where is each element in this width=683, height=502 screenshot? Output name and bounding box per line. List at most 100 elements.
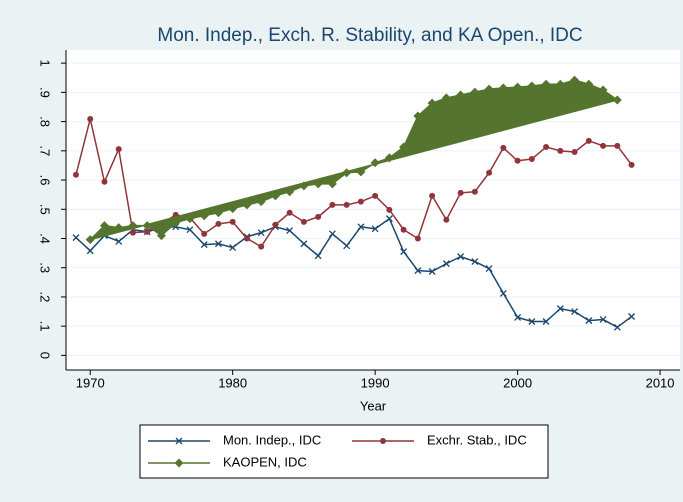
point [215, 220, 222, 227]
x-tick-label: 1970 [76, 375, 105, 390]
point [214, 240, 222, 248]
point [114, 223, 124, 233]
point [72, 234, 80, 242]
point [613, 323, 621, 331]
point [471, 188, 478, 195]
point [386, 206, 393, 213]
point [258, 243, 265, 250]
point [186, 226, 194, 234]
point [357, 223, 365, 231]
legend-label: Mon. Indep., IDC [223, 432, 321, 447]
point [543, 144, 550, 151]
point [612, 95, 622, 105]
point [315, 213, 322, 220]
point [429, 192, 436, 199]
point [585, 317, 593, 325]
chart-title: Mon. Indep., Exch. R. Stability, and KA … [157, 25, 582, 46]
point [228, 204, 238, 214]
x-axis-label: Year [360, 398, 387, 413]
point [329, 201, 336, 208]
point [413, 111, 423, 121]
x-tick-label: 1980 [218, 375, 247, 390]
point [200, 241, 208, 249]
y-tick-label: .4 [38, 233, 53, 244]
point [500, 144, 507, 151]
point [313, 179, 323, 189]
point [243, 235, 250, 242]
point [470, 87, 480, 97]
x-tick-label: 1990 [361, 375, 390, 390]
point [584, 79, 594, 89]
point [356, 167, 366, 177]
point [357, 198, 364, 205]
point [399, 142, 409, 152]
point [270, 191, 280, 201]
legend-label: Exchr. Stab., IDC [427, 432, 527, 447]
point [286, 227, 294, 235]
point [142, 221, 152, 231]
point [542, 318, 550, 325]
point [457, 189, 464, 196]
point [598, 85, 608, 95]
point [101, 178, 108, 185]
point [528, 318, 536, 325]
point [528, 156, 535, 163]
point [614, 142, 621, 149]
point [442, 260, 450, 268]
point [457, 253, 465, 261]
point [570, 75, 580, 85]
point [286, 209, 293, 216]
point [571, 148, 578, 155]
point [384, 153, 394, 163]
point [414, 267, 422, 275]
point [300, 218, 307, 225]
point [541, 79, 551, 89]
point [370, 158, 380, 168]
legend-marker [174, 458, 184, 468]
y-tick-label: .7 [38, 145, 53, 156]
point [514, 157, 521, 164]
point [115, 146, 122, 153]
point [342, 168, 352, 178]
point [486, 169, 493, 176]
point [285, 187, 295, 197]
point [600, 142, 607, 149]
point [185, 214, 195, 224]
point [156, 231, 166, 241]
x-tick-label: 2000 [503, 375, 532, 390]
point [485, 265, 493, 273]
point [272, 221, 279, 228]
point [599, 315, 607, 323]
point [87, 115, 94, 122]
point [414, 235, 421, 242]
point [628, 313, 636, 320]
y-tick-label: .8 [38, 116, 53, 127]
point [314, 252, 322, 260]
point [585, 137, 592, 144]
point [229, 244, 237, 252]
point [256, 197, 266, 207]
point [229, 218, 236, 225]
y-tick-label: .2 [38, 292, 53, 303]
point [372, 192, 379, 199]
point [400, 248, 408, 256]
y-tick-label: 1 [38, 60, 53, 67]
point [456, 90, 466, 100]
point [201, 230, 208, 237]
legend-box [139, 424, 549, 479]
point [213, 208, 223, 218]
y-tick-label: .6 [38, 175, 53, 186]
point [299, 181, 309, 191]
point [527, 81, 537, 91]
x-tick-label: 2010 [646, 375, 675, 390]
point [371, 225, 379, 233]
point [327, 179, 337, 189]
point [343, 201, 350, 208]
y-tick-label: .3 [38, 262, 53, 273]
y-tick-label: .5 [38, 204, 53, 215]
point [441, 93, 451, 103]
point [85, 235, 95, 245]
legend-label: KAOPEN, IDC [223, 454, 307, 469]
